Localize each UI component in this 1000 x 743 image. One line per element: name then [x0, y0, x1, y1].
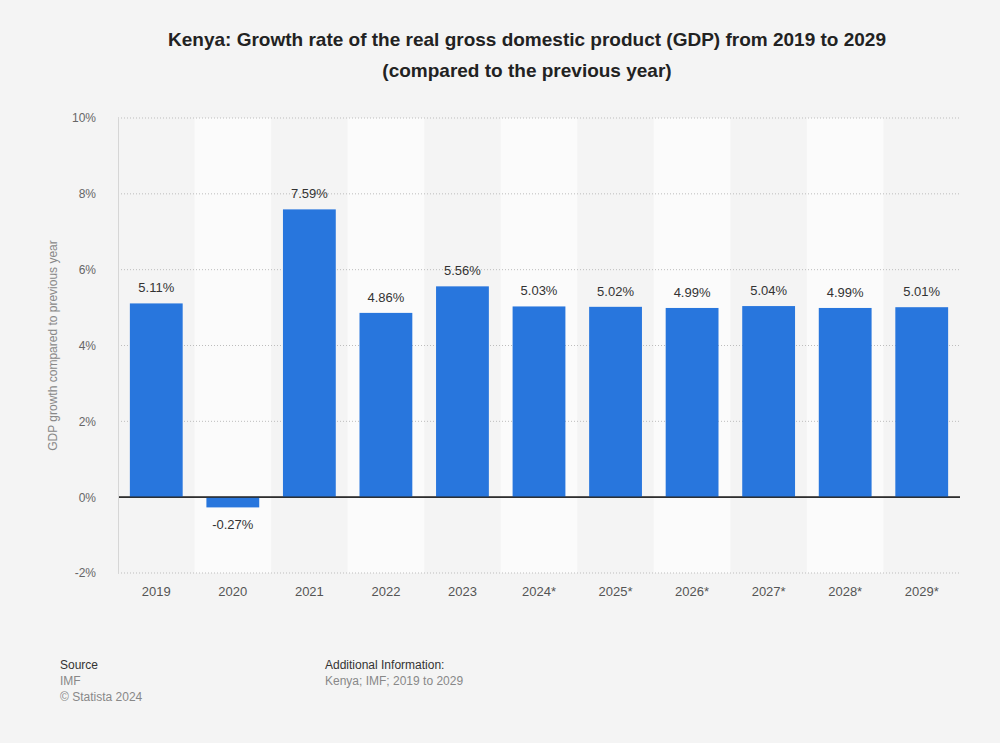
bar: [283, 209, 336, 497]
bar: [513, 306, 566, 497]
x-tick-label: 2027*: [752, 584, 786, 599]
data-labels: 5.11% -0.27% 7.59% 4.86% 5.56% 5.03% 5.02% 4.99…: [138, 186, 940, 532]
grid-line: [118, 193, 960, 194]
data-label: 5.56%: [444, 263, 481, 278]
y-tick-label: -2%: [75, 566, 97, 580]
grid-line: [118, 269, 960, 270]
y-axis-line: [118, 119, 119, 574]
bar: [360, 313, 413, 497]
x-axis: 2019 2020 2021 2022 2023 2024* 2025* 2026* 2027*…: [142, 573, 939, 599]
x-tick-label: 2023: [448, 584, 477, 599]
data-label: -0.27%: [212, 517, 254, 532]
y-axis: -2% 0% 2% 4% 6% 8% 10%: [72, 111, 119, 580]
footer-text: Kenya; IMF; 2019 to 2029: [325, 674, 463, 688]
bar: [206, 497, 259, 507]
y-tick-label: 10%: [72, 111, 96, 125]
x-tick-label: 2020: [218, 584, 247, 599]
bar: [819, 308, 872, 497]
y-axis-title: GDP growth compared to previous year: [46, 240, 60, 451]
bar: [589, 307, 642, 497]
x-tick: 2021: [295, 573, 324, 599]
footer-text: IMF: [60, 674, 81, 688]
data-label: 4.99%: [827, 285, 864, 300]
x-tick: 2026*: [675, 573, 709, 599]
y-tick: -2%: [75, 566, 118, 580]
zero-line: [118, 497, 960, 498]
column-shading: [195, 118, 884, 573]
x-tick-label: 2021: [295, 584, 324, 599]
y-tick: 0%: [79, 491, 118, 505]
footer-text: Additional Information:: [325, 658, 444, 672]
y-tick-label: 8%: [79, 187, 97, 201]
y-tick-label: 6%: [79, 263, 97, 277]
title: Kenya: Growth rate of the real gross dom…: [168, 29, 886, 50]
data-label: 5.02%: [597, 284, 634, 299]
footer: Source IMF © Statista 2024 Additional Infor…: [60, 658, 463, 704]
x-tick-label: 2025*: [599, 584, 633, 599]
data-label: 7.59%: [291, 186, 328, 201]
y-tick-label: 0%: [79, 491, 97, 505]
x-tick: 2019: [142, 573, 171, 599]
x-tick: 2029*: [905, 573, 939, 599]
title: (compared to the previous year): [382, 60, 671, 81]
y-tick: 10%: [72, 111, 118, 125]
x-tick: 2023: [448, 573, 477, 599]
footer-text: Source: [60, 658, 98, 672]
grid-line: [118, 118, 960, 119]
background: [0, 0, 1000, 743]
x-tick: 2025*: [599, 573, 633, 599]
title-group: Kenya: Growth rate of the real gross dom…: [168, 29, 886, 81]
bar: [666, 308, 719, 497]
footer-text: © Statista 2024: [60, 690, 143, 704]
x-tick-label: 2019: [142, 584, 171, 599]
data-label: 4.86%: [367, 290, 404, 305]
y-tick-label: 2%: [79, 415, 97, 429]
x-tick: 2028*: [828, 573, 862, 599]
x-tick-label: 2024*: [522, 584, 556, 599]
grid-line: [118, 573, 960, 574]
data-label: 4.99%: [674, 285, 711, 300]
y-tick-label: 4%: [79, 339, 97, 353]
y-tick: 2%: [79, 415, 118, 429]
y-tick: 8%: [79, 187, 118, 201]
data-label: 5.03%: [521, 283, 558, 298]
x-tick: 2020: [218, 573, 247, 599]
x-tick-label: 2022: [371, 584, 400, 599]
x-tick: 2024*: [522, 573, 556, 599]
x-tick: 2027*: [752, 573, 786, 599]
bars: [130, 209, 948, 507]
bar: [436, 286, 489, 497]
data-label: 5.01%: [903, 284, 940, 299]
data-label: 5.11%: [138, 280, 174, 295]
grid: [118, 118, 960, 573]
bar: [742, 306, 795, 497]
zero-line: [118, 497, 960, 498]
x-tick: 2022: [371, 573, 400, 599]
chart: Kenya: Growth rate of the real gross dom…: [0, 0, 1000, 743]
x-tick-label: 2026*: [675, 584, 709, 599]
bar: [130, 303, 183, 497]
y-tick: 4%: [79, 339, 118, 353]
x-tick-label: 2028*: [828, 584, 862, 599]
y-tick: 6%: [79, 263, 118, 277]
data-label: 5.04%: [750, 283, 787, 298]
bar: [895, 307, 948, 497]
x-tick-label: 2029*: [905, 584, 939, 599]
